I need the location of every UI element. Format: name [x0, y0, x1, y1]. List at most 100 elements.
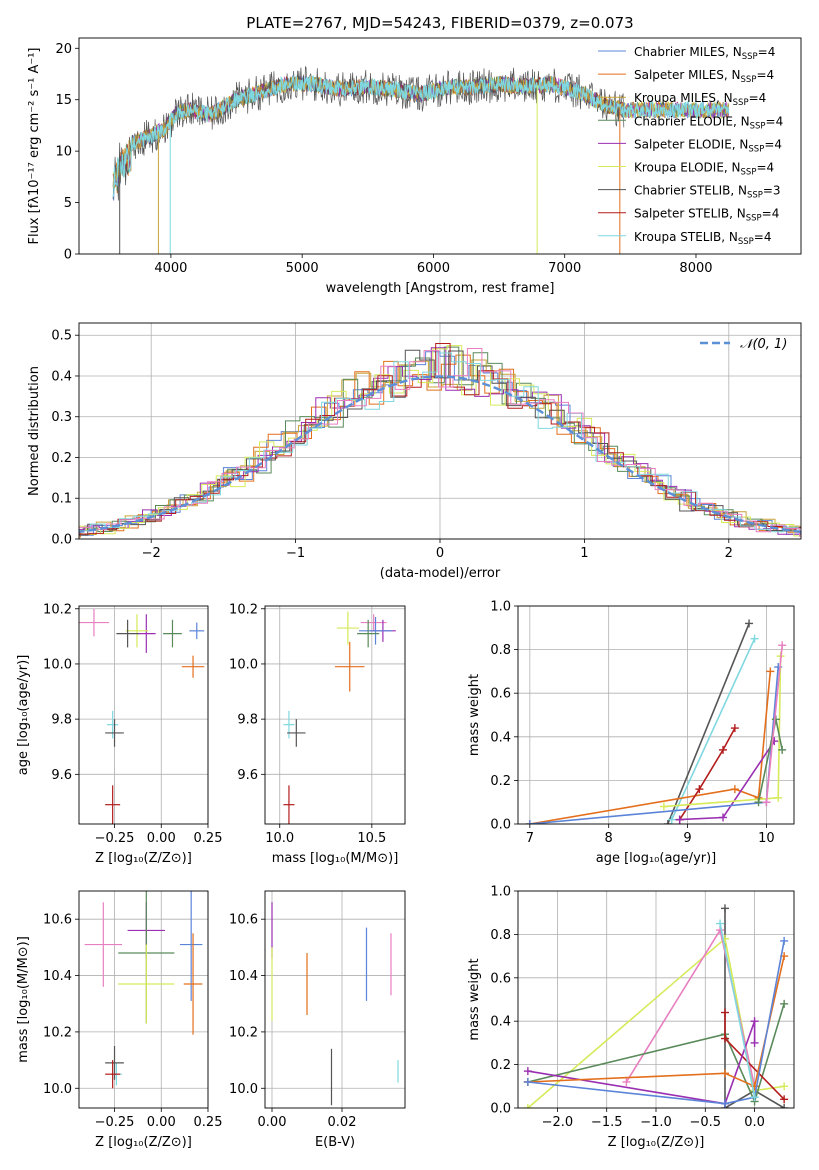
panel-2: −0.25 0.00 0.25 9.6 9.8 10.0 10.2 Z [log₁₀(Z/Z⊙… — [16, 602, 222, 866]
panel-6: 0.00 0.02 10.0 10.2 10.4 10.6 E(B-V) — [229, 890, 406, 1150]
axes-frame — [517, 890, 795, 1109]
y-tick-label: 10.0 — [43, 1082, 72, 1097]
y-tick-label: 9.8 — [237, 713, 258, 728]
x-axis-label: (data-model)/error — [380, 566, 501, 581]
y-tick-label: 0.2 — [490, 774, 511, 789]
y-tick-label: 15 — [55, 93, 72, 108]
x-axis-label: age [log₁₀(age/yr)] — [596, 851, 717, 866]
y-tick-label: 0.1 — [51, 492, 72, 507]
x-tick-label: 6000 — [417, 261, 450, 276]
histogram-series — [79, 349, 801, 536]
weight-marker — [780, 1095, 789, 1104]
histogram-series — [79, 352, 801, 533]
errorbar-point — [183, 933, 203, 1035]
y-tick-label: 0.8 — [490, 643, 511, 658]
weight-marker — [762, 798, 771, 807]
legend-entry: Salpeter MILES, NSSP=4 — [598, 68, 774, 85]
errorbar-point — [358, 617, 393, 645]
y-tick-label: 10.2 — [43, 1025, 72, 1040]
gaussian-curve — [79, 375, 801, 534]
x-axis-label: E(B-V) — [315, 1135, 355, 1150]
spectrum-line — [112, 75, 730, 198]
x-tick-label: 0.00 — [258, 1115, 287, 1130]
weight-marker — [721, 1069, 729, 1078]
errorbar-point — [335, 641, 365, 692]
histogram-series — [79, 346, 801, 532]
weight-marker — [523, 1067, 532, 1076]
x-tick-label: 8 — [605, 831, 613, 846]
y-tick-label: 0.2 — [490, 1058, 511, 1073]
errorbar-point — [105, 719, 124, 747]
legend-label: Salpeter ELODIE, NSSP=4 — [634, 137, 782, 154]
x-tick-label: 10.5 — [357, 831, 386, 846]
panel-5: −0.25 0.00 0.25 10.0 10.2 10.4 10.6 Z [log₁₀(Z/… — [16, 890, 222, 1150]
panel-3: 10.0 10.5 9.6 9.8 10.0 10.2 mass [log₁₀(M/M⊙)] — [229, 602, 406, 866]
weight-marker — [667, 815, 676, 824]
weight-marker — [780, 1104, 789, 1108]
errorbar-point — [189, 622, 205, 640]
weight-line — [527, 937, 785, 1108]
y-tick-label: 0.0 — [490, 818, 511, 833]
weight-line — [724, 908, 785, 1108]
y-tick-label: 9.6 — [237, 768, 258, 783]
y-tick-label: 10.2 — [43, 602, 72, 617]
x-axis-label: Z [log₁₀(Z/Z⊙)] — [95, 851, 192, 866]
errorbar-point — [118, 944, 175, 1024]
y-axis-label: Flux [fλ10⁻¹⁷ erg cm⁻² s⁻¹ A⁻¹] — [27, 48, 42, 245]
legend-entry: Kroupa STELIB, NSSP=4 — [598, 230, 772, 247]
y-tick-label: 0 — [64, 248, 72, 263]
x-tick-label: 7 — [526, 831, 534, 846]
weight-marker — [659, 802, 668, 811]
x-axis-label: wavelength [Angstrom, rest frame] — [326, 281, 555, 296]
errorbar-point — [125, 614, 149, 648]
weight-marker — [771, 715, 780, 724]
panel-0: 4000 5000 6000 7000 8000 0 5 10 15 20 wavelength [… — [27, 37, 802, 296]
weight-marker — [778, 641, 787, 650]
plot-area — [84, 891, 203, 1089]
weight-line — [671, 638, 756, 820]
y-tick-label: 0.0 — [51, 533, 72, 548]
weight-marker — [750, 634, 759, 643]
axes-frame — [78, 605, 209, 825]
weight-line — [625, 927, 756, 1087]
y-tick-label: 10.0 — [229, 1082, 258, 1097]
weight-marker — [745, 619, 754, 628]
x-tick-label: −2.0 — [542, 1115, 574, 1130]
errorbar-point — [336, 611, 359, 645]
legend-label: Chabrier ELODIE, NSSP=4 — [634, 114, 783, 131]
y-tick-label: 1.0 — [490, 600, 511, 615]
y-tick-label: 10.2 — [229, 1025, 258, 1040]
x-tick-label: 10.0 — [265, 831, 294, 846]
errorbar-point — [84, 902, 122, 987]
plot-area — [525, 619, 787, 824]
weight-marker — [730, 724, 739, 733]
y-tick-label: 10.2 — [229, 602, 258, 617]
y-tick-label: 1.0 — [490, 885, 511, 900]
y-axis-label: mass [log₁₀(M/M⊙)] — [16, 936, 31, 1063]
weight-marker — [721, 1008, 729, 1017]
y-tick-label: 10.4 — [43, 969, 72, 984]
x-tick-label: 1 — [580, 546, 588, 561]
errorbar-point — [105, 1060, 121, 1089]
weight-marker — [523, 1077, 532, 1086]
y-tick-label: 0.6 — [490, 687, 511, 702]
errorbar-point — [357, 619, 380, 648]
plot-area — [523, 904, 789, 1108]
y-tick-label: 10 — [55, 145, 72, 160]
errorbar-point — [79, 608, 109, 637]
plot-area — [79, 608, 205, 824]
axes-frame — [264, 890, 406, 1109]
weight-line — [527, 1020, 756, 1105]
weight-line — [667, 623, 750, 824]
weight-marker — [695, 785, 704, 794]
weight-marker — [622, 1077, 631, 1086]
legend-entry: Kroupa MILES, NSSP=4 — [598, 91, 766, 108]
axes-frame — [78, 322, 802, 540]
weight-marker — [780, 999, 789, 1008]
x-tick-label: −1 — [286, 546, 305, 561]
y-tick-label: 9.8 — [51, 713, 72, 728]
weight-marker — [525, 820, 534, 824]
x-tick-label: −2 — [142, 546, 161, 561]
x-axis-label: Z [log₁₀(Z/Z⊙)] — [95, 1135, 192, 1150]
weight-line — [527, 940, 785, 1105]
